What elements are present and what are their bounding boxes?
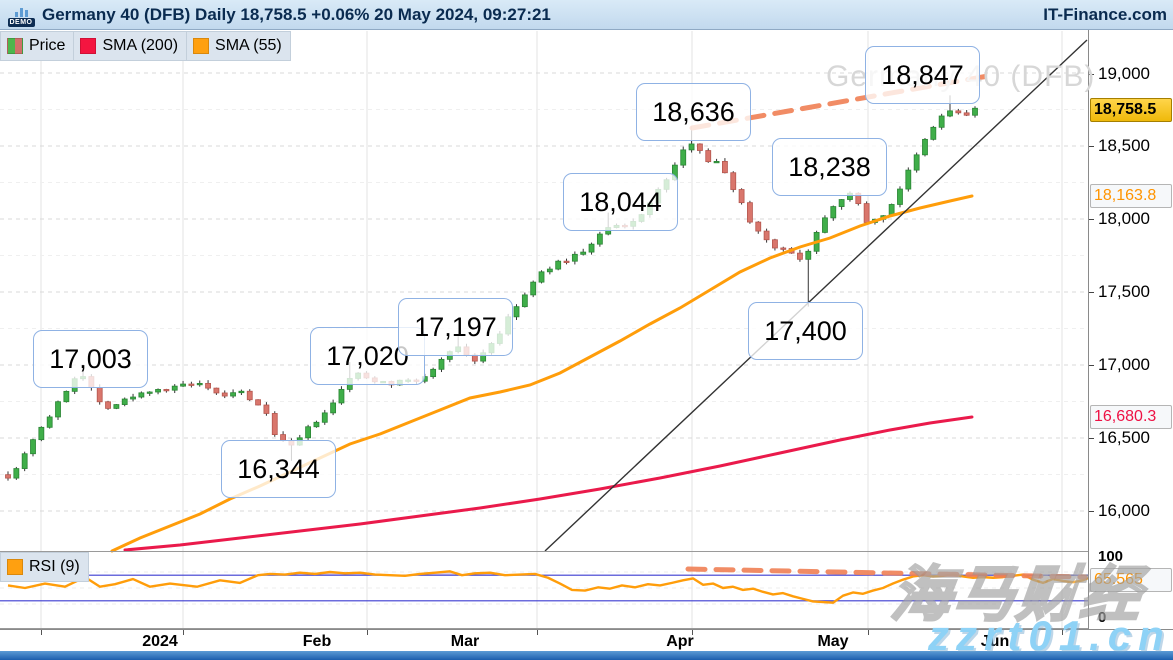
rsi-swatch-icon xyxy=(7,559,23,575)
last-price-tag: 18,758.5 xyxy=(1090,98,1172,122)
x-axis-tick xyxy=(183,630,184,635)
demo-account-icon: DEMO xyxy=(6,3,36,27)
y-axis-tick xyxy=(1089,438,1094,439)
candlestick-chart-canvas[interactable] xyxy=(0,30,1088,629)
price-annotation[interactable]: 17,197 xyxy=(398,298,513,356)
y-axis-label: 17,500 xyxy=(1098,282,1150,301)
rsi-scale-label: 0 xyxy=(1098,609,1107,626)
sma200-value-tag: 16,680.3 xyxy=(1090,405,1172,429)
rsi-legend-row: RSI (9) xyxy=(0,552,89,582)
y-axis-label: 16,500 xyxy=(1098,428,1150,447)
mini-candles-icon xyxy=(14,7,28,17)
rsi-scale-label: 100 xyxy=(1098,548,1124,565)
price-rsi-separator xyxy=(0,551,1088,552)
x-axis-tick xyxy=(1062,630,1063,635)
sma200-swatch-icon xyxy=(80,38,97,54)
y-axis-tick xyxy=(1089,511,1094,512)
legend-chip-rsi-label: RSI (9) xyxy=(29,558,80,575)
x-axis-label: May xyxy=(817,633,849,650)
legend-chip-sma200[interactable]: SMA (200) xyxy=(74,31,188,61)
x-axis-tick xyxy=(537,630,538,635)
price-annotation[interactable]: 16,344 xyxy=(221,440,336,498)
legend-row: Price SMA (200) SMA (55) xyxy=(0,31,291,61)
legend-chip-sma55[interactable]: SMA (55) xyxy=(187,31,291,61)
rsi-bottom-separator xyxy=(0,628,1088,629)
time-axis[interactable]: 2024 Feb Mar Apr May Jun xyxy=(0,629,1173,651)
y-axis-label: 16,000 xyxy=(1098,501,1150,520)
price-annotation[interactable]: 18,636 xyxy=(636,83,751,141)
legend-chip-price[interactable]: Price xyxy=(0,31,75,61)
title-bar: DEMO Germany 40 (DFB) Daily 18,758.5 +0.… xyxy=(0,0,1173,30)
y-axis-tick xyxy=(1089,219,1094,220)
y-axis-label: 18,000 xyxy=(1098,209,1150,228)
y-axis-label: 17,000 xyxy=(1098,355,1150,374)
x-axis-label: Apr xyxy=(666,633,694,650)
instrument-title: Germany 40 (DFB) Daily 18,758.5 +0.06% 2… xyxy=(42,4,551,24)
y-axis-tick xyxy=(1089,146,1094,147)
x-axis-tick xyxy=(868,630,869,635)
demo-badge-label: DEMO xyxy=(7,17,35,27)
legend-chip-sma200-label: SMA (200) xyxy=(102,37,179,54)
y-axis-separator xyxy=(1088,30,1089,651)
x-axis-tick xyxy=(41,630,42,635)
brand-link[interactable]: IT-Finance.com xyxy=(1043,4,1167,24)
price-annotation[interactable]: 17,003 xyxy=(33,330,148,388)
y-axis-tick xyxy=(1089,74,1094,75)
price-annotation[interactable]: 18,238 xyxy=(772,138,887,196)
legend-chip-price-label: Price xyxy=(29,37,66,54)
price-annotation[interactable]: 17,400 xyxy=(748,302,863,360)
y-axis-tick xyxy=(1089,292,1094,293)
price-annotation[interactable]: 18,044 xyxy=(563,173,678,231)
x-axis-label: Feb xyxy=(302,633,332,650)
x-axis-label: 2024 xyxy=(142,633,178,650)
x-axis-label: Mar xyxy=(450,633,480,650)
x-axis-tick xyxy=(692,630,693,635)
y-axis-label: 18,500 xyxy=(1098,136,1150,155)
sma55-swatch-icon xyxy=(193,38,210,54)
rsi-value-tag: 65.565 xyxy=(1090,568,1172,592)
legend-chip-sma55-label: SMA (55) xyxy=(215,37,282,54)
x-axis-tick xyxy=(367,630,368,635)
price-swatch-icon xyxy=(7,38,23,54)
price-axis[interactable]: 19,000 18,500 18,000 17,500 17,000 16,500 16,0… xyxy=(1089,30,1173,629)
sma55-value-tag: 18,163.8 xyxy=(1090,184,1172,208)
legend-chip-rsi[interactable]: RSI (9) xyxy=(0,552,89,582)
price-annotation[interactable]: 18,847 xyxy=(865,46,980,104)
chart-plot-area[interactable]: Germany 40 (DFB) IT-Finance.com 17,00316… xyxy=(0,30,1094,629)
y-axis-tick xyxy=(1089,365,1094,366)
x-axis-label: Jun xyxy=(980,633,1010,650)
y-axis-label: 19,000 xyxy=(1098,64,1150,83)
bottom-status-bar xyxy=(0,651,1173,660)
